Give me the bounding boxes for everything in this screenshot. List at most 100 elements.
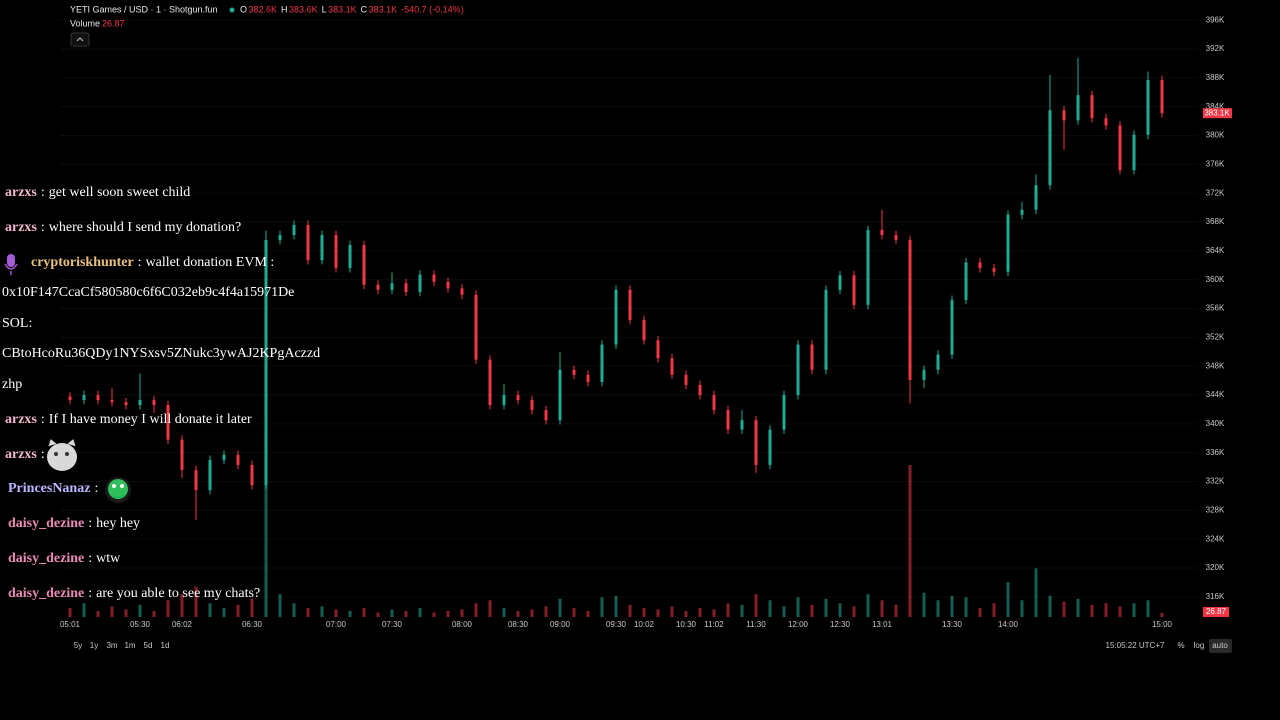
- volume-bar: [446, 610, 450, 617]
- x-tick-label: 11:30: [746, 620, 766, 629]
- x-tick-label: 12:00: [788, 620, 809, 629]
- y-tick-label: 384K: [1206, 102, 1225, 111]
- period-button[interactable]: 5y: [74, 641, 82, 650]
- candle-body: [306, 224, 310, 261]
- volume-bar: [96, 610, 100, 617]
- candle-body: [180, 439, 184, 470]
- symbol: YETI Games / USD · 1 · Shotgun.fun: [70, 4, 218, 14]
- period-button[interactable]: 3m: [106, 641, 117, 650]
- chat-user: daisy_dezine: [8, 586, 84, 601]
- period-button[interactable]: 5d: [144, 641, 153, 650]
- scale-option[interactable]: %: [1177, 641, 1184, 650]
- chat-text: If I have money I will donate it later: [49, 412, 252, 427]
- candle-body: [922, 369, 926, 380]
- volume-bar: [432, 612, 436, 617]
- volume-bar: [852, 606, 856, 617]
- volume-bar: [1118, 606, 1122, 617]
- candle-body: [96, 394, 100, 401]
- volume-bar: [740, 604, 744, 617]
- price-tag-bg: [1203, 108, 1232, 119]
- candle-body: [264, 240, 268, 486]
- candle-body: [684, 374, 688, 385]
- volume-bar: [320, 606, 324, 617]
- volume-bar: [684, 610, 688, 617]
- chat-separator: :: [88, 516, 92, 531]
- volume-bar: [782, 606, 786, 617]
- candle-body: [138, 400, 142, 406]
- mic-icon: [4, 254, 18, 275]
- chat-separator: :: [138, 255, 142, 270]
- ohlc-key: H: [281, 4, 288, 14]
- y-tick-label: 340K: [1206, 419, 1225, 428]
- chat-user: PrincesNanaz: [8, 481, 90, 496]
- volume-bar: [362, 607, 366, 617]
- candle-body: [474, 294, 478, 360]
- x-tick-label: 15:00: [1152, 620, 1173, 629]
- x-tick-label: 10:30: [676, 620, 697, 629]
- ohlc-value: 383.6K: [289, 4, 318, 14]
- collapse-icon: [76, 37, 84, 42]
- x-tick-label: 12:30: [830, 620, 851, 629]
- chat-text: where should I send my donation?: [49, 220, 241, 235]
- chat-separator: :: [41, 185, 45, 200]
- y-tick-label: 316K: [1206, 592, 1225, 601]
- candle-body: [362, 245, 366, 285]
- candle-body: [334, 234, 338, 269]
- candle-body: [670, 358, 674, 375]
- volume-bar: [1034, 568, 1038, 617]
- volume-bar: [642, 607, 646, 617]
- candle-body: [1160, 80, 1164, 114]
- candle-body: [726, 410, 730, 430]
- volume-bar: [726, 603, 730, 617]
- scale-option[interactable]: auto: [1212, 641, 1228, 650]
- candle-body: [1090, 95, 1094, 119]
- y-tick-label: 392K: [1206, 44, 1225, 53]
- volume-bar: [670, 606, 674, 617]
- volume-bar: [390, 609, 394, 617]
- scale-option[interactable]: log: [1194, 641, 1205, 650]
- chat-user: arzxs: [5, 412, 37, 427]
- price-tag: 383.1K: [1204, 108, 1230, 117]
- candle-body: [152, 400, 156, 406]
- volume-bar: [334, 609, 338, 617]
- y-tick-label: 376K: [1206, 159, 1225, 168]
- candle-body: [544, 410, 548, 421]
- volume-bar: [404, 610, 408, 617]
- volume-bar: [698, 607, 702, 617]
- candle-body: [166, 405, 170, 440]
- x-tick-label: 08:00: [452, 620, 473, 629]
- chat-text: are you able to see my chats?: [96, 586, 260, 601]
- candle-body: [1020, 209, 1024, 215]
- volume-bar: [488, 600, 492, 617]
- candle-body: [894, 234, 898, 241]
- chat-text: SOL:: [2, 316, 32, 331]
- collapse-button[interactable]: [70, 32, 90, 47]
- x-tick-label: 05:30: [130, 620, 151, 629]
- period-button[interactable]: 1m: [124, 641, 135, 650]
- candle-body: [348, 245, 352, 269]
- volume-bar: [152, 610, 156, 617]
- volume-bar: [936, 600, 940, 617]
- period-button[interactable]: 1y: [90, 641, 98, 650]
- volume-bar: [810, 604, 814, 617]
- candle-body: [250, 464, 254, 486]
- volume-bar: [1006, 582, 1010, 617]
- candle-body: [432, 274, 436, 282]
- volume-bar: [866, 594, 870, 617]
- axes: 316K 320K 324K 328K 332K 336K 340K 344K 348K 352K…: [60, 15, 1232, 629]
- candle-body: [376, 284, 380, 290]
- candle-body: [1062, 110, 1066, 121]
- candle-body: [810, 344, 814, 370]
- chat-separator: :: [41, 447, 45, 462]
- y-tick-label: 368K: [1206, 217, 1225, 226]
- cat-emote: [47, 439, 77, 471]
- chat-text: 0x10F147CcaCf580580c6f6C032eb9c4f4a15971…: [2, 285, 294, 300]
- x-tick-label: 07:30: [382, 620, 403, 629]
- volume-bar: [306, 607, 310, 617]
- volume-bar: [544, 606, 548, 617]
- period-button[interactable]: 1d: [161, 641, 170, 650]
- candle-body: [124, 402, 128, 406]
- x-tick-label: 13:01: [872, 620, 893, 629]
